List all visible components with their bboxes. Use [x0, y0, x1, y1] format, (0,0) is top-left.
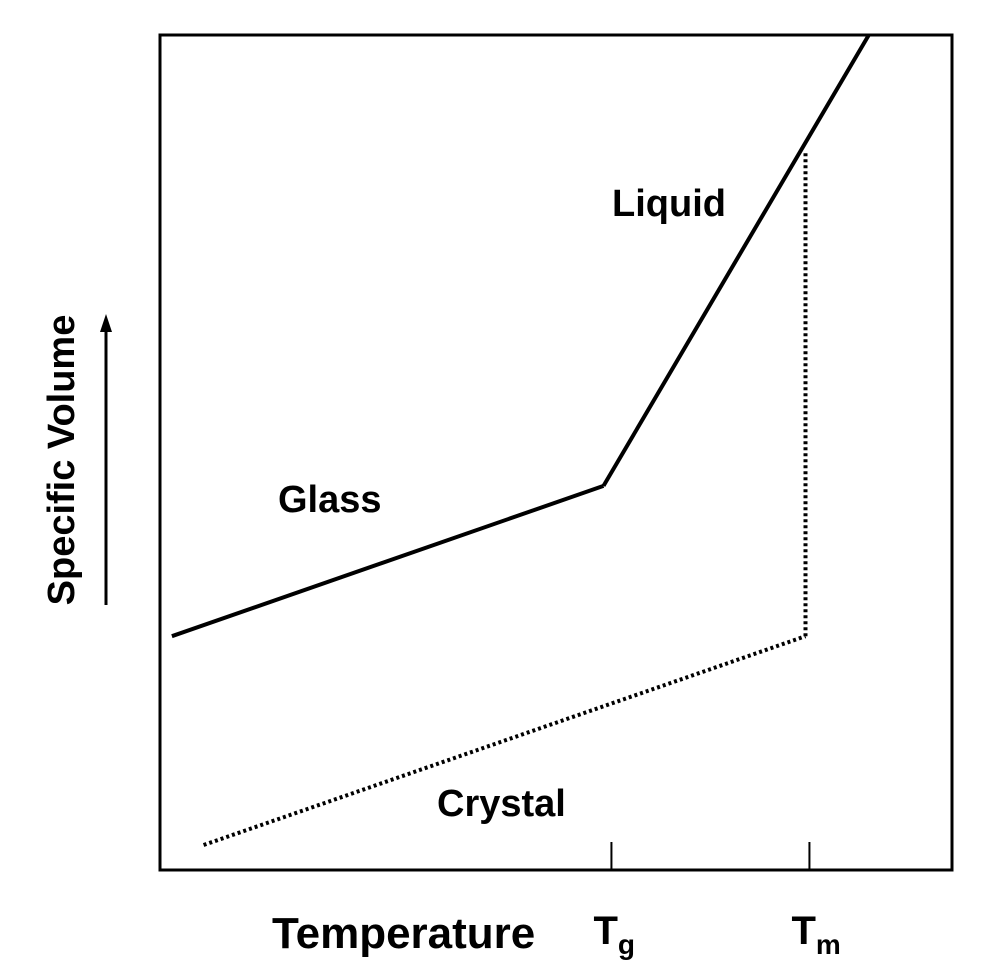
tick-label-tg-sub: g — [618, 929, 635, 960]
plot-frame — [158, 33, 954, 872]
series-line-crystal — [202, 634, 807, 847]
series-line-glass — [171, 484, 605, 639]
y-axis-arrow — [100, 314, 112, 605]
tick-layer: Tg Tm — [593, 842, 841, 960]
tick-label-tm-sub: m — [816, 929, 841, 960]
tick-label-tm: Tm — [791, 909, 840, 960]
tick-label-tg-main: T — [593, 909, 617, 953]
series-label-liquid: Liquid — [612, 183, 726, 225]
series-layer — [171, 33, 871, 847]
y-axis-label: Specific Volume — [41, 315, 83, 606]
tick-label-tg: Tg — [593, 909, 635, 960]
x-axis-label: Temperature — [272, 909, 535, 958]
tick-label-tm-main: T — [791, 909, 815, 953]
series-line-liquid — [601, 33, 871, 487]
series-label-crystal: Crystal — [437, 783, 566, 825]
series-label-glass: Glass — [278, 479, 382, 521]
